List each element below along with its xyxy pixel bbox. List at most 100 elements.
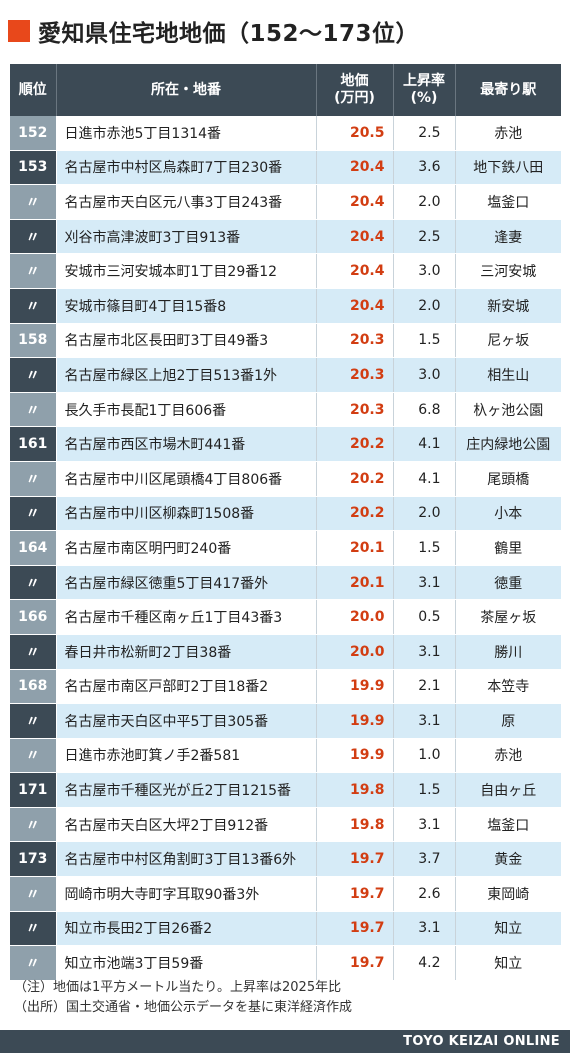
table-row: 〃名古屋市天白区元八事3丁目243番 20.4 2.0 塩釜口 — [10, 184, 561, 220]
rate-cell: 1.5 — [393, 323, 456, 359]
station-cell: 原 — [455, 703, 561, 739]
header-rate-line2: (%) — [410, 90, 438, 106]
rate-cell: 1.5 — [393, 530, 456, 566]
rate-cell: 3.1 — [393, 634, 456, 670]
address-cell: 名古屋市天白区中平5丁目305番 — [56, 703, 317, 739]
rate-cell: 4.1 — [393, 461, 456, 497]
station-cell: 本笠寺 — [455, 669, 561, 705]
rate-cell: 2.5 — [393, 116, 456, 151]
header-rank: 順位 — [10, 64, 57, 116]
price-cell: 19.9 — [316, 703, 394, 739]
price-cell: 20.0 — [316, 634, 394, 670]
station-cell: 自由ヶ丘 — [455, 772, 561, 808]
table-row: 〃安城市篠目町4丁目15番8 20.4 2.0 新安城 — [10, 288, 561, 324]
rate-cell: 0.5 — [393, 599, 456, 635]
table-row: 164 名古屋市南区明円町240番 20.1 1.5 鶴里 — [10, 530, 561, 566]
address-cell: 名古屋市南区明円町240番 — [56, 530, 317, 566]
station-cell: 勝川 — [455, 634, 561, 670]
rate-cell: 2.0 — [393, 184, 456, 220]
rank-cell: 〃 — [10, 392, 57, 428]
address-cell: 名古屋市中川区柳森町1508番 — [56, 496, 317, 532]
price-cell: 19.7 — [316, 945, 394, 981]
table-header-row: 順位 所在・地番 地価 (万円) 上昇率 (%) 最寄り駅 — [10, 64, 561, 116]
address-cell: 名古屋市天白区元八事3丁目243番 — [56, 184, 317, 220]
rank-cell: 158 — [10, 323, 57, 359]
rank-cell: 168 — [10, 669, 57, 705]
price-cell: 20.5 — [316, 116, 394, 151]
rate-cell: 2.6 — [393, 876, 456, 912]
price-cell: 19.7 — [316, 876, 394, 912]
station-cell: 杁ヶ池公園 — [455, 392, 561, 428]
price-cell: 19.7 — [316, 841, 394, 878]
price-cell: 20.4 — [316, 184, 394, 220]
header-station: 最寄り駅 — [455, 64, 561, 116]
rank-cell: 153 — [10, 150, 57, 186]
address-cell: 日進市赤池5丁目1314番 — [56, 116, 317, 151]
table-row: 153 名古屋市中村区烏森町7丁目230番 20.4 3.6 地下鉄八田 — [10, 150, 561, 186]
price-cell: 20.3 — [316, 357, 394, 393]
table-body: 152 日進市赤池5丁目1314番 20.5 2.5 赤池 153 名古屋市中村区烏森町7丁… — [10, 116, 561, 981]
rate-cell: 4.1 — [393, 426, 456, 462]
rate-cell: 3.1 — [393, 911, 456, 947]
rate-cell: 1.0 — [393, 738, 456, 774]
table-row: 〃名古屋市中川区尾頭橋4丁目806番 20.2 4.1 尾頭橋 — [10, 461, 561, 497]
price-cell: 20.1 — [316, 530, 394, 566]
station-cell: 尼ヶ坂 — [455, 323, 561, 359]
rank-cell: 〃 — [10, 634, 57, 670]
table-row: 〃岡崎市明大寺町字耳取90番3外 19.7 2.6 東岡崎 — [10, 876, 561, 912]
station-cell: 地下鉄八田 — [455, 150, 561, 186]
station-cell: 東岡崎 — [455, 876, 561, 912]
header-price-line1: 地価 — [340, 73, 369, 89]
header-rate: 上昇率 (%) — [393, 64, 456, 116]
rate-cell: 1.5 — [393, 772, 456, 808]
rank-cell: 〃 — [10, 357, 57, 393]
station-cell: 小本 — [455, 496, 561, 532]
rank-cell: 〃 — [10, 703, 57, 739]
address-cell: 安城市篠目町4丁目15番8 — [56, 288, 317, 324]
address-cell: 名古屋市千種区南ヶ丘1丁目43番3 — [56, 599, 317, 635]
station-cell: 茶屋ヶ坂 — [455, 599, 561, 635]
price-cell: 20.3 — [316, 323, 394, 359]
rate-cell: 3.1 — [393, 807, 456, 843]
table-row: 161 名古屋市西区市場木町441番 20.2 4.1 庄内緑地公園 — [10, 426, 561, 462]
rank-cell: 〃 — [10, 945, 57, 981]
rate-cell: 3.0 — [393, 253, 456, 289]
address-cell: 日進市赤池町箕ノ手2番581 — [56, 738, 317, 774]
header-price: 地価 (万円) — [316, 64, 394, 116]
rate-cell: 3.6 — [393, 150, 456, 186]
address-cell: 名古屋市中村区烏森町7丁目230番 — [56, 150, 317, 186]
station-cell: 赤池 — [455, 116, 561, 151]
table-row: 〃安城市三河安城本町1丁目29番12 20.4 3.0 三河安城 — [10, 253, 561, 289]
address-cell: 名古屋市中村区角割町3丁目13番6外 — [56, 841, 317, 878]
station-cell: 徳重 — [455, 565, 561, 601]
price-cell: 19.9 — [316, 738, 394, 774]
address-cell: 刈谷市高津波町3丁目913番 — [56, 219, 317, 255]
rank-cell: 〃 — [10, 565, 57, 601]
rank-cell: 〃 — [10, 496, 57, 532]
rank-cell: 〃 — [10, 876, 57, 912]
note-source: （出所）国土交通省・地価公示データを基に東洋経済作成 — [14, 1000, 353, 1015]
address-cell: 名古屋市緑区徳重5丁目417番外 — [56, 565, 317, 601]
price-cell: 20.4 — [316, 288, 394, 324]
station-cell: 赤池 — [455, 738, 561, 774]
price-cell: 19.7 — [316, 911, 394, 947]
title-marker — [8, 20, 30, 42]
address-cell: 名古屋市緑区上旭2丁目513番1外 — [56, 357, 317, 393]
rate-cell: 2.1 — [393, 669, 456, 705]
station-cell: 知立 — [455, 911, 561, 947]
rank-cell: 〃 — [10, 184, 57, 220]
price-cell: 20.4 — [316, 219, 394, 255]
table-row: 〃刈谷市高津波町3丁目913番 20.4 2.5 逢妻 — [10, 219, 561, 255]
rate-cell: 6.8 — [393, 392, 456, 428]
price-cell: 19.8 — [316, 807, 394, 843]
rank-cell: 〃 — [10, 219, 57, 255]
rank-cell: 173 — [10, 841, 57, 878]
station-cell: 相生山 — [455, 357, 561, 393]
price-cell: 19.9 — [316, 669, 394, 705]
rank-cell: 〃 — [10, 738, 57, 774]
rate-cell: 3.1 — [393, 703, 456, 739]
land-price-table: 順位 所在・地番 地価 (万円) 上昇率 (%) 最寄り駅 152 日進市赤池5丁目1… — [10, 64, 561, 981]
address-cell: 知立市池端3丁目59番 — [56, 945, 317, 981]
price-cell: 20.3 — [316, 392, 394, 428]
rank-cell: 〃 — [10, 807, 57, 843]
